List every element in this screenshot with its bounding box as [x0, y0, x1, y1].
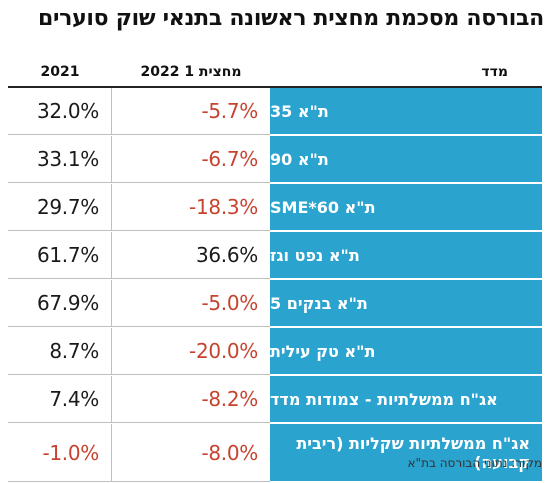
value-h1-2022: -18.3%: [112, 184, 270, 231]
value-h1-2022: -8.2%: [112, 376, 270, 423]
index-name: אג"ח ממשלתיות שקליות (ריבית קבועה): [270, 424, 542, 482]
header-2021: 2021: [40, 64, 80, 80]
table-row: 8.7% -20.0% ת"א טק עילית: [8, 328, 542, 376]
value-2021: 32.0%: [8, 88, 112, 135]
table-row: 32.0% -5.7% ת"א 35: [8, 88, 542, 136]
source-note: מקור: נתוני הבורסה בת"א: [407, 456, 542, 470]
value-h1-2022: 36.6%: [112, 232, 270, 279]
index-returns-table: 2021 מחצית 1 2022 מדד 32.0% -5.7% ת"א 35…: [8, 58, 542, 483]
page-title: הבורסה מסכמת מחצית ראשונה בתנאי שוק סוער…: [37, 6, 544, 31]
value-2021: 7.4%: [8, 376, 112, 423]
index-name: אג"ח ממשלתיות - צמודות מדד: [270, 376, 542, 423]
table-row: 33.1% -6.7% ת"א 90: [8, 136, 542, 184]
index-name: ת"א בנקים 5: [270, 280, 542, 327]
table-row: 61.7% 36.6% ת"א נפט וגז: [8, 232, 542, 280]
value-2021: 29.7%: [8, 184, 112, 231]
index-name: ת"א 35: [270, 88, 542, 135]
table-row: -1.0% -8.0% אג"ח ממשלתיות שקליות (ריבית …: [8, 424, 542, 483]
value-h1-2022: -20.0%: [112, 328, 270, 375]
index-name: ת"א נפט וגז: [270, 232, 542, 279]
value-2021: 33.1%: [8, 136, 112, 183]
index-name: ת"א SME*60: [270, 184, 542, 231]
value-h1-2022: -6.7%: [112, 136, 270, 183]
value-2021: 61.7%: [8, 232, 112, 279]
table-row: 67.9% -5.0% ת"א בנקים 5: [8, 280, 542, 328]
index-name: ת"א טק עילית: [270, 328, 542, 375]
value-h1-2022: -8.0%: [112, 424, 270, 482]
value-h1-2022: -5.0%: [112, 280, 270, 327]
value-2021: 67.9%: [8, 280, 112, 327]
header-index: מדד: [481, 64, 508, 80]
header-h1-2022: מחצית 1 2022: [140, 64, 242, 80]
table-header: 2021 מחצית 1 2022 מדד: [8, 58, 542, 88]
table-row: 29.7% -18.3% ת"א SME*60: [8, 184, 542, 232]
value-2021: -1.0%: [8, 424, 112, 482]
table-row: 7.4% -8.2% אג"ח ממשלתיות - צמודות מדד: [8, 376, 542, 424]
index-name: ת"א 90: [270, 136, 542, 183]
value-h1-2022: -5.7%: [112, 88, 270, 135]
value-2021: 8.7%: [8, 328, 112, 375]
